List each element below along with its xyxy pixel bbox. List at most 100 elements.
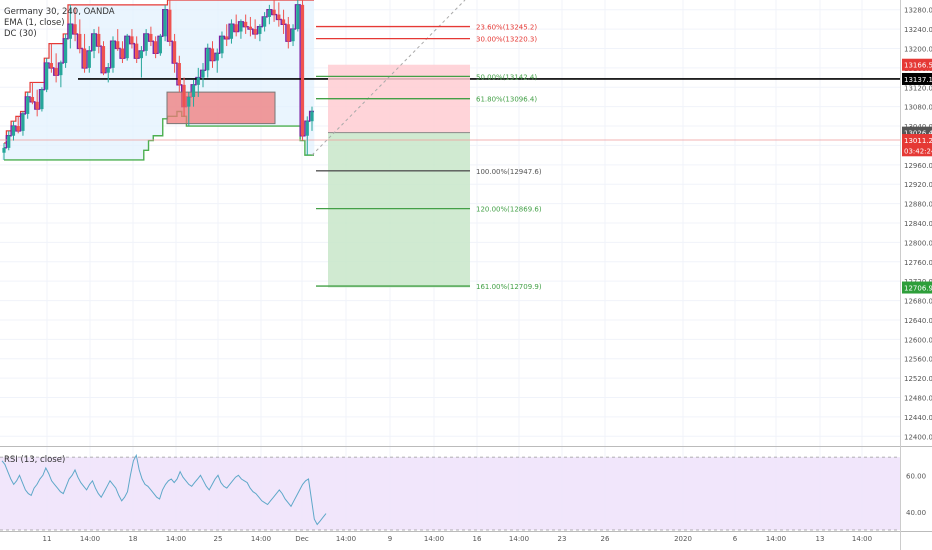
candle-body: [120, 48, 125, 59]
fib-label: 120.00%(12869.6): [476, 206, 542, 214]
candle-body: [135, 43, 139, 59]
time-tick-label: 14:00: [166, 535, 186, 543]
time-tick-label: 25: [214, 535, 223, 543]
candle-body: [139, 50, 144, 59]
candle-body: [111, 41, 115, 68]
rsi-line: [1, 453, 327, 526]
time-tick-label: 14:00: [251, 535, 271, 543]
candle-body: [215, 53, 219, 61]
ema-line: [4, 4, 314, 149]
time-tick-label: 6: [733, 535, 738, 543]
candle-body: [267, 9, 271, 17]
candle-body: [305, 121, 309, 136]
price-tick-label: 13120.0: [904, 84, 932, 92]
candle-body: [201, 70, 205, 78]
candle-body: [45, 63, 49, 90]
candle-body: [116, 41, 120, 49]
candle-body: [225, 36, 229, 39]
price-tick-label: 12920.0: [904, 181, 932, 189]
candle-body: [35, 101, 39, 110]
candle-body: [206, 48, 210, 71]
candle-body: [82, 48, 87, 68]
candles: [2, 0, 314, 160]
candle-body: [220, 36, 224, 54]
dc-legend[interactable]: DC (30): [4, 29, 37, 39]
time-tick-label: 23: [558, 535, 567, 543]
candle-body: [154, 41, 158, 54]
candle-body: [59, 63, 63, 76]
price-tick-label: 12440.0: [904, 414, 932, 422]
time-tick-label: 14:00: [852, 535, 872, 543]
candle-body: [310, 111, 314, 122]
price-tick-label: 12840.0: [904, 220, 932, 228]
price-tick-label: 13080.0: [904, 104, 932, 112]
price-tick-label: 13200.0: [904, 45, 932, 53]
price-tick-label: 12400.0: [904, 433, 932, 441]
candle-body: [92, 33, 96, 51]
candle-body: [177, 63, 181, 85]
candle-body: [258, 26, 262, 34]
candle-body: [11, 126, 16, 136]
candle-body: [296, 4, 300, 30]
candle-body: [272, 9, 276, 15]
price-tick-label: 12480.0: [904, 395, 932, 403]
candle-body: [64, 38, 68, 64]
candle-body: [263, 16, 267, 27]
candle-body: [101, 46, 106, 73]
price-tag-label: 13026.4: [904, 130, 932, 138]
candle-body: [40, 89, 44, 110]
fib-label: 61.80%(13096.4): [476, 96, 537, 104]
time-tick-label: 26: [601, 535, 610, 543]
price-tag: [902, 72, 932, 85]
candle-body: [7, 135, 11, 148]
price-tick-label: 12960.0: [904, 162, 932, 170]
price-tag: [902, 58, 932, 71]
price-tag-label: 12706.9: [904, 285, 932, 293]
candle-body: [234, 24, 238, 32]
fib-label: 50.00%(13142.4): [476, 73, 537, 81]
rsi-legend[interactable]: RSI (13, close): [4, 455, 65, 465]
time-tick-label: 14:00: [766, 535, 786, 543]
time-tick-label: 14:00: [424, 535, 444, 543]
candle-body: [286, 24, 290, 42]
rsi-band: [0, 457, 900, 530]
candle-body: [300, 4, 305, 136]
candle-body: [144, 33, 148, 51]
price-tag-label: 03:42:24: [904, 147, 932, 155]
candle-body: [248, 26, 252, 30]
time-tick-label: 16: [473, 535, 482, 543]
candle-body: [125, 36, 129, 59]
rsi-tick-label: 40.00: [906, 509, 926, 517]
time-tick-label: 11: [43, 535, 52, 543]
price-tick-label: 12680.0: [904, 298, 932, 306]
candle-body: [229, 24, 234, 39]
candle-body: [30, 96, 35, 102]
fib-label: 23.60%(13245.2): [476, 24, 537, 32]
price-tag: [902, 281, 932, 294]
candle-body: [68, 24, 72, 39]
trend-dashed-line: [311, 0, 466, 156]
rsi-pane: [0, 453, 900, 531]
candle-body: [253, 29, 257, 34]
time-tick-label: 14:00: [336, 535, 356, 543]
time-tick-label: 18: [129, 535, 138, 543]
candle-body: [244, 21, 248, 27]
take-profit-zone: [328, 132, 470, 288]
ema-legend[interactable]: EMA (1, close): [4, 18, 65, 28]
price-tick-label: 12800.0: [904, 239, 932, 247]
price-tick-label: 13240.0: [904, 26, 932, 34]
candle-body: [73, 24, 77, 34]
candle-body: [191, 84, 196, 97]
price-tick-label: 12640.0: [904, 317, 932, 325]
fib-label: 30.00%(13220.3): [476, 36, 537, 44]
candle-body: [16, 126, 20, 131]
price-tick-label: 12760.0: [904, 259, 932, 267]
price-tag-label: 13137.1: [904, 76, 932, 84]
symbol-legend[interactable]: Germany 30, 240, OANDA: [4, 7, 115, 17]
candle-body: [168, 9, 172, 42]
legend: Germany 30, 240, OANDA EMA (1, close) DC…: [4, 7, 115, 465]
price-tick-label: 12600.0: [904, 336, 932, 344]
fib-label: 161.00%(12709.9): [476, 283, 542, 291]
